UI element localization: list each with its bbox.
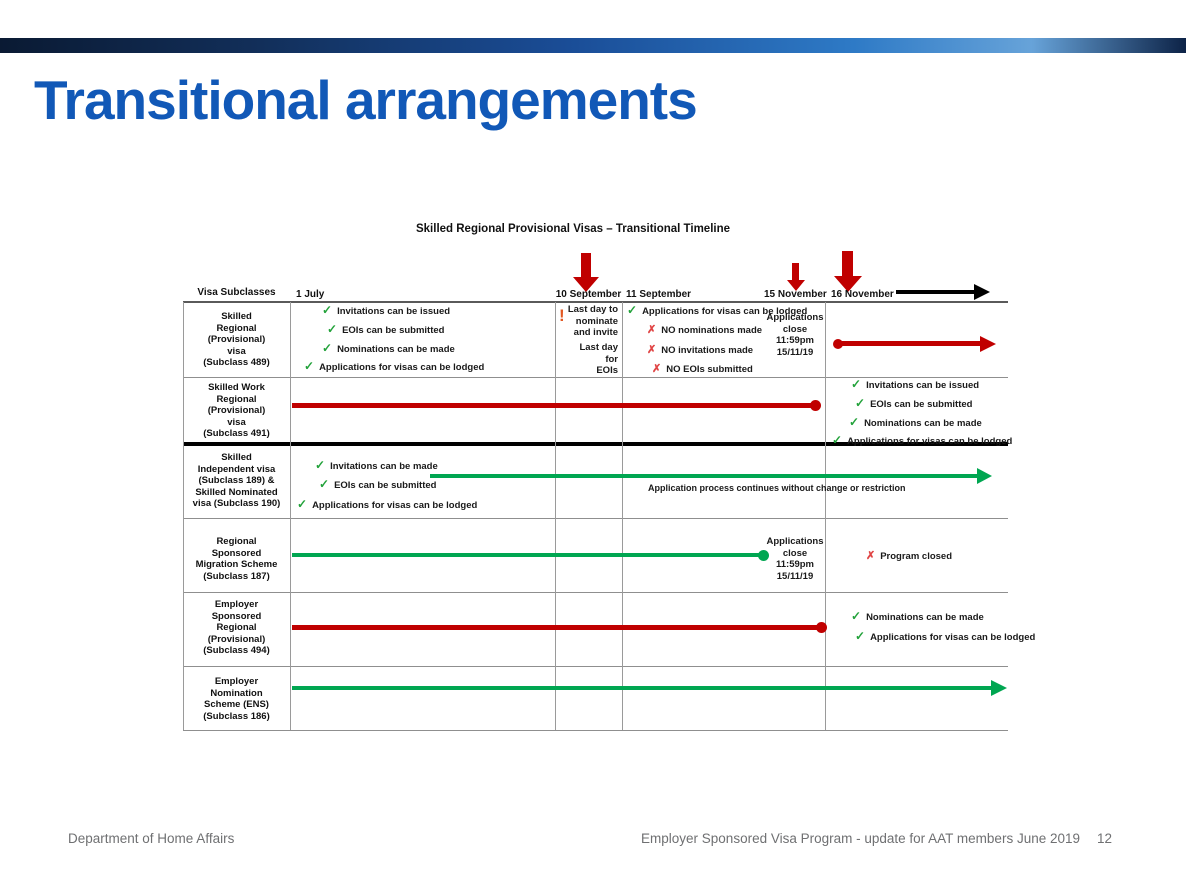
list-item: ✓ Invitations can be made — [315, 458, 438, 472]
column-header-11-september: 11 September — [626, 289, 692, 300]
grid-line — [183, 592, 1008, 593]
grid-line — [183, 730, 1008, 731]
exclamation-icon: ! — [559, 306, 565, 325]
list-item: ✗ Program closed — [866, 550, 953, 562]
list-item: ✗ NO nominations made — [647, 324, 763, 336]
check-icon: ✓ — [304, 359, 315, 373]
list-item: ✓ EOIs can be submitted — [855, 396, 973, 410]
column-header-10-september: 10 September — [555, 289, 622, 300]
process-continues-note: Application process continues without ch… — [648, 483, 906, 493]
row-label-subclass-189-190: Skilled Independent visa (Subclass 189) … — [192, 452, 281, 509]
footer-presentation-title: Employer Sponsored Visa Program - update… — [641, 831, 1080, 846]
grid-line — [290, 302, 291, 730]
check-icon: ✓ — [832, 433, 843, 447]
list-item: ✓ Applications for visas can be lodged — [855, 629, 1036, 643]
header-gradient-bar — [0, 38, 1186, 53]
check-icon: ✓ — [855, 629, 866, 643]
check-icon: ✓ — [627, 303, 638, 317]
row-label-subclass-186: Employer Nomination Scheme (ENS) (Subcla… — [203, 676, 270, 722]
list-item: ✓ Applications for visas can be lodged — [627, 303, 808, 317]
check-icon: ✓ — [297, 497, 308, 511]
check-icon: ✓ — [851, 377, 862, 391]
grid-line — [183, 666, 1008, 667]
column-header-1-july: 1 July — [296, 289, 325, 300]
column-header-visa-subclasses: Visa Subclasses — [197, 287, 276, 298]
slide-title: Transitional arrangements — [34, 69, 698, 131]
check-icon: ✓ — [322, 341, 333, 355]
list-item: ✓ Applications for visas can be lodged — [832, 433, 1013, 447]
applications-close-note: Applications close 11:59pm 15/11/19 — [766, 536, 824, 582]
grid-line — [825, 302, 826, 730]
check-icon: ✓ — [327, 322, 338, 336]
list-item: ✓ Nominations can be made — [849, 415, 982, 429]
grid-line — [183, 518, 1008, 519]
grid-line — [183, 377, 1008, 378]
cross-icon: ✗ — [647, 324, 657, 336]
list-item: ✓ Invitations can be issued — [322, 303, 451, 317]
last-day-note: Last day for EOIs — [579, 342, 618, 376]
applications-close-note: Applications close 11:59pm 15/11/19 — [766, 312, 824, 358]
grid-line — [622, 302, 623, 730]
check-icon: ✓ — [319, 477, 330, 491]
check-icon: ✓ — [315, 458, 326, 472]
check-icon: ✓ — [849, 415, 860, 429]
list-item: ✓ Nominations can be made — [322, 341, 455, 355]
last-day-note: Last day to nominate and invite — [567, 304, 618, 338]
cross-icon: ✗ — [652, 363, 662, 375]
check-icon: ✓ — [851, 609, 862, 623]
list-item: ✓ Nominations can be made — [851, 609, 984, 623]
cross-icon: ✗ — [866, 550, 876, 562]
grid-line — [183, 302, 184, 730]
footer-page-number: 12 — [1097, 831, 1113, 846]
list-item: ✓ EOIs can be submitted — [319, 477, 437, 491]
footer-department: Department of Home Affairs — [68, 831, 235, 846]
cross-icon: ✗ — [647, 344, 657, 356]
list-item: ✓ Invitations can be issued — [851, 377, 980, 391]
grid-line — [183, 301, 1008, 303]
check-icon: ✓ — [322, 303, 333, 317]
column-header-15-november: 15 November — [764, 289, 827, 300]
timeline-title: Skilled Regional Provisional Visas – Tra… — [415, 223, 731, 235]
list-item: ✓ Applications for visas can be lodged — [297, 497, 478, 511]
list-item: ✓ EOIs can be submitted — [327, 322, 445, 336]
check-icon: ✓ — [855, 396, 866, 410]
list-item: ✗ NO invitations made — [647, 344, 754, 356]
row-label-subclass-491: Skilled Work Regional (Provisional) visa… — [203, 382, 270, 439]
row-label-subclass-489: Skilled Regional (Provisional) visa (Sub… — [203, 311, 270, 368]
thick-divider-line — [183, 442, 1008, 446]
row-label-subclass-494: Employer Sponsored Regional (Provisional… — [203, 599, 270, 656]
row-label-subclass-187: Regional Sponsored Migration Scheme (Sub… — [195, 536, 278, 582]
grid-line — [555, 302, 556, 730]
column-header-16-november: 16 November — [831, 289, 894, 300]
list-item: ✗ NO EOIs submitted — [652, 363, 753, 375]
list-item: ✓ Applications for visas can be lodged — [304, 359, 485, 373]
